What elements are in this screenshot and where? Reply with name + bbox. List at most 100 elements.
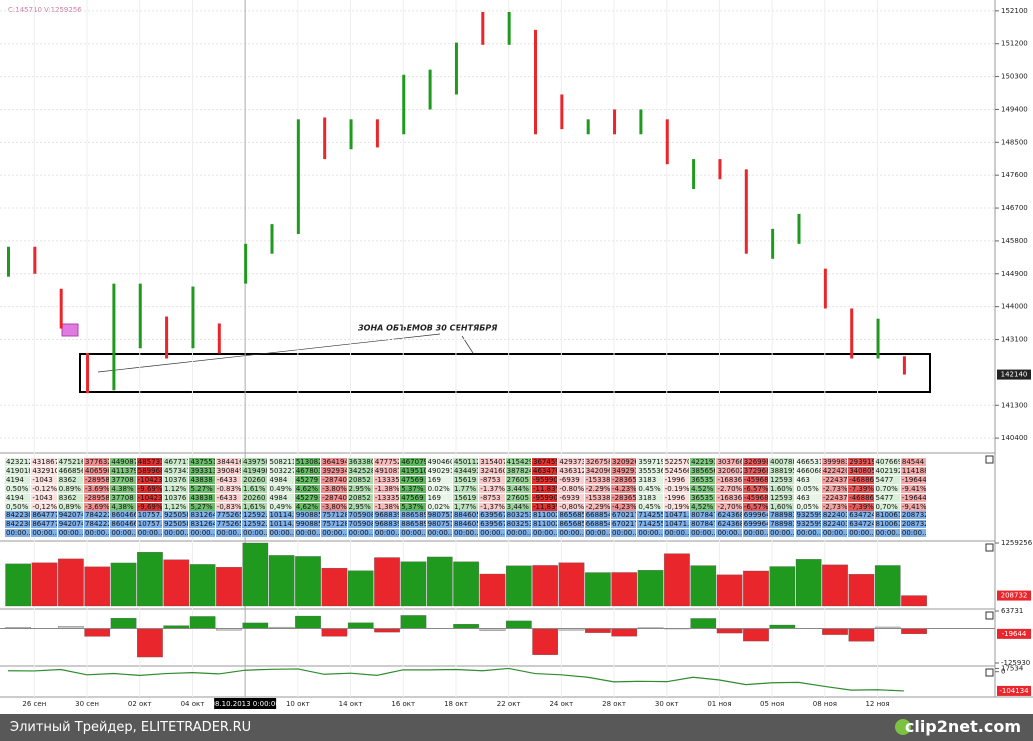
table-cell: 169 — [426, 475, 453, 484]
table-cell: -6,57% — [742, 502, 770, 511]
table-cell: 0,02% — [426, 502, 453, 511]
table-cell: 169 — [426, 493, 453, 502]
table-cell: 522570 — [663, 458, 691, 466]
y-tick-label: 17534 — [1001, 664, 1024, 672]
table-cell: 419498 — [242, 466, 269, 475]
bar — [611, 628, 638, 637]
table-cell: 399983 — [821, 458, 849, 466]
table-cell: 342096 — [584, 466, 612, 475]
bar — [374, 557, 400, 607]
bar — [558, 562, 585, 607]
candle — [718, 159, 722, 180]
table-cell: 355536 — [637, 466, 664, 475]
x-tick-label: 02 окт — [128, 700, 152, 708]
table-cell: 699964 — [742, 511, 770, 520]
table-cell: 3.44% — [505, 484, 532, 493]
table-cell: 477752 — [373, 458, 401, 466]
table-cell: 00:00... — [716, 529, 743, 538]
bar — [585, 572, 611, 607]
table-cell: -1043 — [31, 493, 58, 502]
table-cell: 463476 — [532, 466, 559, 475]
bar — [295, 615, 321, 629]
table-cell: 810061 — [874, 520, 901, 529]
table-cell: 0.02% — [426, 484, 453, 493]
last-value-bg — [997, 628, 1031, 639]
table-cell: -13335 — [373, 493, 401, 502]
table-cell: 1.12% — [163, 484, 190, 493]
table-cell: -28365 — [611, 493, 638, 502]
bar — [479, 573, 506, 607]
table-cell: -15338 — [584, 493, 612, 502]
y-tick-label: 144000 — [1001, 303, 1028, 311]
table-cell: -28740 — [321, 475, 348, 484]
candle — [112, 283, 116, 391]
bar — [848, 628, 875, 642]
table-cell: -45968 — [742, 475, 770, 484]
candle — [639, 109, 643, 135]
bar — [453, 624, 479, 629]
marker — [61, 323, 79, 337]
bar — [5, 563, 32, 607]
bar — [268, 555, 295, 607]
x-tick-label: 18 окт — [444, 700, 468, 708]
candle — [165, 316, 169, 359]
table-cell: 860466 — [110, 520, 137, 529]
x-tick-label: 30 окт — [655, 700, 679, 708]
table-cell: -2,70% — [716, 502, 743, 511]
table-cell: 811002 — [532, 520, 559, 529]
candle — [481, 11, 485, 45]
table-cell: 8362 — [57, 493, 85, 502]
table-cell: 00:00... — [294, 529, 322, 538]
table-cell: 968839 — [373, 520, 401, 529]
bar — [901, 628, 927, 635]
table-cell: 00:00... — [532, 529, 559, 538]
table-cell: 788983 — [769, 520, 796, 529]
table-cell: 00:00... — [452, 529, 480, 538]
table-cell: 00:00... — [505, 529, 532, 538]
y-tick-label: 63731 — [1001, 607, 1023, 615]
candle — [850, 308, 854, 359]
y-tick-label: 148500 — [1001, 138, 1028, 146]
table-cell: 00:00... — [637, 529, 664, 538]
table-cell: 831264 — [189, 520, 216, 529]
table-cell: 1,60% — [769, 502, 796, 511]
table-cell: -2.29% — [584, 484, 612, 493]
table-cell: 00:00... — [479, 529, 506, 538]
table-cell: 10757... — [136, 511, 164, 520]
candle — [744, 169, 748, 254]
table-cell: -8753 — [479, 493, 506, 502]
table-cell: 757128 — [321, 511, 348, 520]
table-cell: 5.27% — [189, 484, 216, 493]
table-cell: 942074 — [57, 511, 85, 520]
table-cell: 925058 — [163, 520, 190, 529]
bar — [505, 565, 532, 607]
bar — [216, 567, 242, 607]
table-cell: -16836 — [716, 475, 743, 484]
table-cell: -19644 — [900, 493, 928, 502]
table-cell: -6.57% — [742, 484, 770, 493]
table-cell: -0.12% — [31, 484, 58, 493]
candle — [586, 119, 590, 135]
y-tick-label: 147600 — [1001, 171, 1028, 179]
table-cell: 320602 — [716, 466, 743, 475]
table-cell: 925058 — [163, 511, 190, 520]
bar — [690, 618, 717, 629]
table-cell: 784222 — [84, 520, 111, 529]
table-cell: 315407 — [479, 458, 506, 466]
table-cell: -1996 — [663, 475, 691, 484]
table-cell: 4.52% — [690, 484, 717, 493]
table-cell: 384416 — [215, 458, 243, 466]
table-cell: -1,37% — [479, 502, 506, 511]
bar — [611, 572, 638, 607]
table-cell: 415429 — [505, 458, 532, 466]
table-cell: -0,19% — [663, 502, 691, 511]
table-cell: 4984 — [268, 493, 295, 502]
bar — [242, 622, 269, 629]
table-cell: 860466 — [110, 511, 137, 520]
table-cell: 00:00... — [400, 529, 427, 538]
table-cell: -45968 — [742, 493, 770, 502]
table-cell: 10376 — [163, 475, 190, 484]
table-cell: 4194 — [5, 475, 32, 484]
table-cell: 485733 — [136, 458, 164, 466]
x-tick-label: 16 окт — [391, 700, 415, 708]
